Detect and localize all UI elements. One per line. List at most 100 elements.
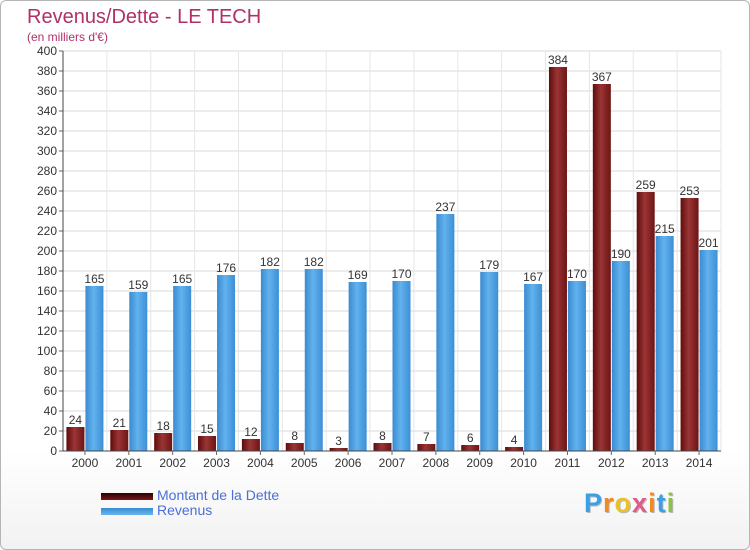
y-tick-label: 260 bbox=[37, 184, 57, 198]
data-label-revenus: 179 bbox=[479, 258, 499, 272]
data-label-dette: 12 bbox=[244, 425, 258, 439]
x-tick-label: 2006 bbox=[335, 456, 362, 470]
data-label-revenus: 190 bbox=[611, 247, 631, 261]
proxiti-logo: Proxiti bbox=[584, 488, 675, 519]
y-tick-label: 40 bbox=[44, 404, 58, 418]
x-tick-label: 2013 bbox=[642, 456, 669, 470]
legend-swatch-dette bbox=[101, 493, 153, 500]
bar-revenus bbox=[173, 286, 192, 451]
data-label-revenus: 169 bbox=[348, 268, 368, 282]
bar-revenus bbox=[304, 269, 323, 451]
bar-dette bbox=[241, 439, 260, 451]
y-tick-label: 400 bbox=[37, 44, 57, 58]
logo-letter: i bbox=[648, 488, 657, 518]
bar-revenus bbox=[524, 284, 543, 451]
x-tick-label: 2004 bbox=[247, 456, 274, 470]
y-tick-label: 0 bbox=[50, 444, 57, 458]
bar-revenus bbox=[655, 236, 674, 451]
bar-dette bbox=[592, 84, 611, 451]
data-label-revenus: 170 bbox=[567, 267, 587, 281]
bar-dette bbox=[417, 444, 436, 451]
data-label-dette: 18 bbox=[156, 419, 170, 433]
bar-dette bbox=[154, 433, 173, 451]
bar-revenus bbox=[260, 269, 279, 451]
logo-letter: x bbox=[632, 488, 649, 518]
bar-revenus bbox=[567, 281, 586, 451]
legend-label-revenus: Revenus bbox=[157, 502, 213, 518]
y-tick-label: 360 bbox=[37, 84, 57, 98]
x-tick-label: 2008 bbox=[423, 456, 450, 470]
logo-letter: o bbox=[614, 488, 633, 518]
legend-swatch-revenus bbox=[101, 508, 153, 515]
x-tick-label: 2003 bbox=[203, 456, 230, 470]
y-tick-label: 240 bbox=[37, 204, 57, 218]
bar-dette bbox=[66, 427, 85, 451]
chart-subtitle: (en milliers d'€) bbox=[27, 30, 108, 44]
x-tick-label: 2000 bbox=[72, 456, 99, 470]
x-tick-label: 2007 bbox=[379, 456, 406, 470]
bar-dette bbox=[373, 443, 392, 451]
y-tick-label: 220 bbox=[37, 224, 57, 238]
logo-letter: i bbox=[666, 488, 676, 518]
x-tick-label: 2011 bbox=[555, 456, 581, 470]
x-tick-label: 2012 bbox=[598, 456, 625, 470]
data-label-dette: 253 bbox=[680, 184, 700, 198]
data-label-revenus: 182 bbox=[260, 255, 280, 269]
y-tick-label: 300 bbox=[37, 144, 57, 158]
logo-letter: r bbox=[603, 488, 615, 518]
bar-revenus bbox=[129, 292, 148, 451]
data-label-dette: 6 bbox=[467, 431, 474, 445]
data-label-revenus: 201 bbox=[699, 236, 719, 250]
chart-title: Revenus/Dette - LE TECH bbox=[27, 6, 262, 28]
data-label-dette: 384 bbox=[548, 53, 568, 67]
y-tick-label: 200 bbox=[37, 244, 57, 258]
bar-revenus bbox=[611, 261, 630, 451]
x-tick-label: 2005 bbox=[291, 456, 318, 470]
y-tick-label: 280 bbox=[37, 164, 57, 178]
bar-dette bbox=[110, 430, 129, 451]
data-label-dette: 7 bbox=[423, 430, 430, 444]
y-tick-label: 380 bbox=[37, 64, 57, 78]
y-tick-label: 120 bbox=[37, 324, 57, 338]
x-tick-label: 2001 bbox=[115, 456, 142, 470]
x-tick-label: 2002 bbox=[159, 456, 186, 470]
data-label-revenus: 215 bbox=[655, 222, 675, 236]
y-tick-label: 100 bbox=[37, 344, 57, 358]
data-label-revenus: 165 bbox=[84, 272, 104, 286]
bar-revenus bbox=[85, 286, 104, 451]
bar-revenus bbox=[436, 214, 455, 451]
bar-dette bbox=[285, 443, 304, 451]
data-label-revenus: 237 bbox=[435, 200, 455, 214]
x-tick-label: 2014 bbox=[686, 456, 713, 470]
data-label-revenus: 176 bbox=[216, 261, 236, 275]
data-label-revenus: 167 bbox=[523, 270, 543, 284]
bar-dette bbox=[461, 445, 480, 451]
y-tick-label: 160 bbox=[37, 284, 57, 298]
y-tick-label: 20 bbox=[44, 424, 58, 438]
bar-revenus bbox=[480, 272, 499, 451]
bar-revenus bbox=[348, 282, 367, 451]
data-label-dette: 8 bbox=[379, 429, 386, 443]
data-label-dette: 24 bbox=[69, 413, 83, 427]
y-tick-label: 140 bbox=[37, 304, 57, 318]
legend-label-dette: Montant de la Dette bbox=[157, 487, 280, 503]
logo-letter: P bbox=[584, 488, 604, 518]
x-tick-label: 2010 bbox=[510, 456, 537, 470]
data-label-dette: 15 bbox=[200, 422, 214, 436]
y-tick-label: 80 bbox=[44, 364, 58, 378]
data-label-dette: 8 bbox=[291, 429, 298, 443]
logo-letter: t bbox=[656, 488, 667, 518]
y-tick-label: 60 bbox=[44, 384, 58, 398]
data-label-dette: 259 bbox=[636, 178, 656, 192]
y-tick-label: 340 bbox=[37, 104, 57, 118]
data-label-revenus: 182 bbox=[304, 255, 324, 269]
bar-dette bbox=[548, 67, 567, 451]
data-label-dette: 21 bbox=[113, 416, 127, 430]
bar-dette bbox=[680, 198, 699, 451]
bar-dette bbox=[636, 192, 655, 451]
bar-dette bbox=[329, 448, 348, 451]
data-label-dette: 367 bbox=[592, 70, 612, 84]
bar-revenus bbox=[217, 275, 236, 451]
